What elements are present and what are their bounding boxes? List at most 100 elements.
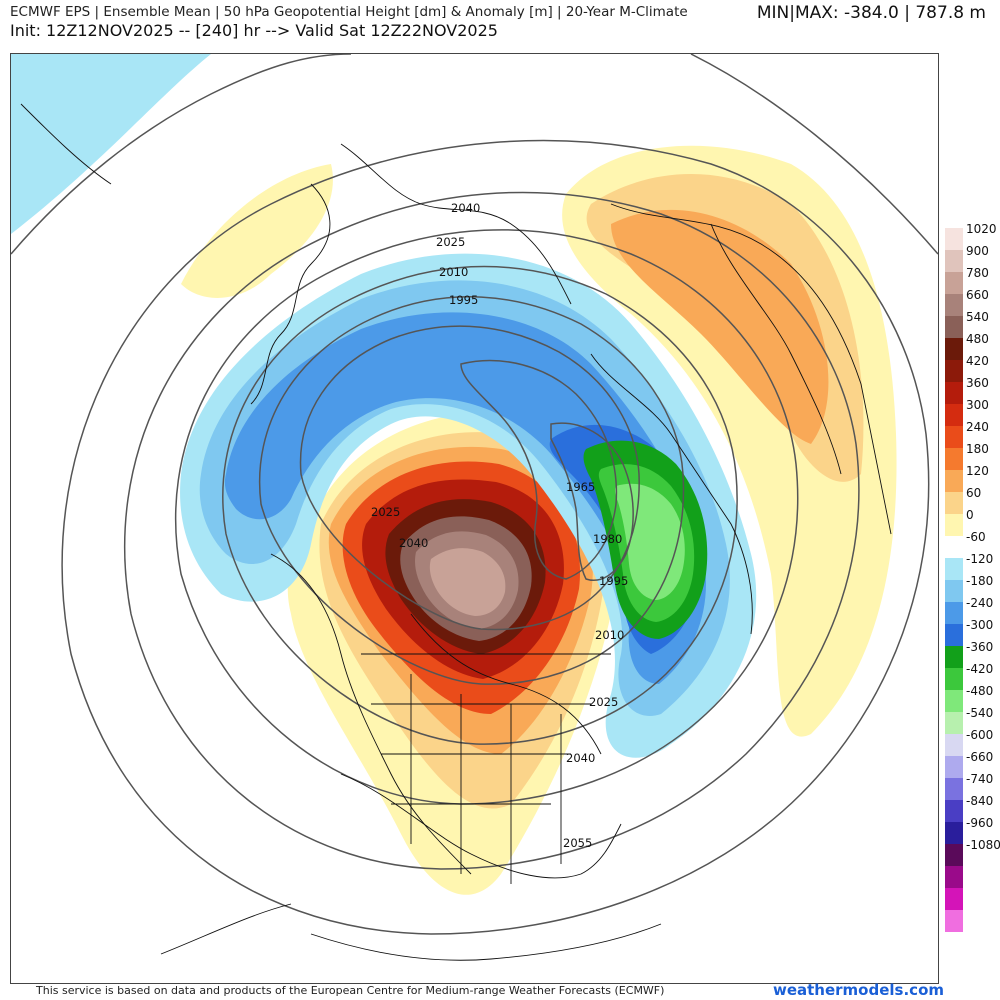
contour-label-2040c: 2040 bbox=[399, 536, 428, 550]
legend-step: -600 bbox=[945, 728, 1000, 756]
legend-label: 1020 bbox=[966, 222, 997, 236]
legend-swatch bbox=[945, 360, 963, 382]
legend-step: 420 bbox=[945, 354, 1000, 382]
legend-step: -1080 bbox=[945, 838, 1000, 866]
legend-step: -120 bbox=[945, 552, 1000, 580]
legend-label: 360 bbox=[966, 376, 989, 390]
legend-step: -480 bbox=[945, 684, 1000, 712]
legend-label: -60 bbox=[966, 530, 986, 544]
legend-swatch bbox=[945, 448, 963, 470]
map-panel: 2040 2025 2010 1995 1965 1980 1995 2010 … bbox=[10, 53, 939, 984]
legend-step: -540 bbox=[945, 706, 1000, 734]
color-legend: 1020 900 780 660 540 480 420 360 300 240 180 120 60 0… bbox=[945, 222, 1000, 932]
legend-step: -240 bbox=[945, 596, 1000, 624]
legend-swatch bbox=[945, 580, 963, 602]
brand-link[interactable]: weathermodels.com bbox=[772, 981, 944, 999]
init-valid-time: Init: 12Z12NOV2025 -- [240] hr --> Valid… bbox=[10, 21, 498, 40]
contour-label-2025c: 2025 bbox=[371, 505, 400, 519]
attribution: This service is based on data and produc… bbox=[36, 984, 665, 997]
legend-step: 900 bbox=[945, 244, 1000, 272]
contour-label-2040b: 2040 bbox=[566, 751, 595, 765]
legend-label: 420 bbox=[966, 354, 989, 368]
legend-swatch bbox=[945, 250, 963, 272]
legend-swatch bbox=[945, 624, 963, 646]
legend-step: -840 bbox=[945, 794, 1000, 822]
legend-label: 660 bbox=[966, 288, 989, 302]
anomaly-pos-canada-780 bbox=[429, 548, 506, 616]
legend-step: 120 bbox=[945, 464, 1000, 492]
legend-label: -120 bbox=[966, 552, 994, 566]
legend-step: 780 bbox=[945, 266, 1000, 294]
legend-step: 1020 bbox=[945, 222, 1000, 250]
contour-label-1995b: 1995 bbox=[599, 574, 628, 588]
legend-step: -300 bbox=[945, 618, 1000, 646]
legend-label: 900 bbox=[966, 244, 989, 258]
legend-step: 60 bbox=[945, 486, 1000, 514]
legend-swatch bbox=[945, 646, 963, 668]
legend-swatch bbox=[945, 426, 963, 448]
legend-label: -540 bbox=[966, 706, 994, 720]
legend-label: -600 bbox=[966, 728, 994, 742]
legend-swatch bbox=[945, 228, 963, 250]
legend-swatch bbox=[945, 690, 963, 712]
anomaly-pos-arctic bbox=[181, 164, 333, 298]
legend-swatch bbox=[945, 514, 963, 536]
contour-label-2055: 2055 bbox=[563, 836, 592, 850]
legend-step: 660 bbox=[945, 288, 1000, 316]
legend-step: 360 bbox=[945, 376, 1000, 404]
header: ECMWF EPS | Ensemble Mean | 50 hPa Geopo… bbox=[10, 4, 688, 40]
legend-swatch bbox=[945, 888, 963, 910]
legend-step bbox=[945, 910, 1000, 932]
anomaly-neg-topleft bbox=[11, 54, 211, 234]
legend-swatch bbox=[945, 470, 963, 492]
legend-swatch bbox=[945, 800, 963, 822]
legend-label: 300 bbox=[966, 398, 989, 412]
legend-swatch bbox=[945, 294, 963, 316]
legend-label: 540 bbox=[966, 310, 989, 324]
legend-label: -840 bbox=[966, 794, 994, 808]
legend-swatch bbox=[945, 404, 963, 426]
legend-step: -660 bbox=[945, 750, 1000, 778]
legend-step: -60 bbox=[945, 530, 1000, 558]
height-contours bbox=[11, 54, 938, 935]
contour-label-1965: 1965 bbox=[566, 480, 595, 494]
legend-swatch bbox=[945, 558, 963, 580]
legend-step bbox=[945, 866, 1000, 888]
legend-label: -300 bbox=[966, 618, 994, 632]
legend-swatch bbox=[945, 778, 963, 800]
legend-step: 480 bbox=[945, 332, 1000, 360]
legend-label: -1080 bbox=[966, 838, 1000, 852]
legend-step: 240 bbox=[945, 420, 1000, 448]
legend-label: 180 bbox=[966, 442, 989, 456]
legend-swatch bbox=[945, 866, 963, 888]
legend-swatch bbox=[945, 844, 963, 866]
legend-step: 300 bbox=[945, 398, 1000, 426]
legend-swatch bbox=[945, 668, 963, 690]
legend-swatch bbox=[945, 756, 963, 778]
legend-swatch bbox=[945, 492, 963, 514]
legend-label: 0 bbox=[966, 508, 974, 522]
legend-label: -660 bbox=[966, 750, 994, 764]
coastlines bbox=[20, 103, 892, 961]
legend-label: -420 bbox=[966, 662, 994, 676]
legend-swatch bbox=[945, 316, 963, 338]
legend-label: 480 bbox=[966, 332, 989, 346]
contour-label-1980: 1980 bbox=[593, 532, 622, 546]
min-max-readout: MIN|MAX: -384.0 | 787.8 m bbox=[756, 3, 986, 23]
contour-label-2010: 2010 bbox=[439, 265, 468, 279]
contour-label-2025b: 2025 bbox=[589, 695, 618, 709]
legend-label: -960 bbox=[966, 816, 994, 830]
legend-swatch bbox=[945, 822, 963, 844]
contour-label-2025: 2025 bbox=[436, 235, 465, 249]
legend-swatch bbox=[945, 338, 963, 360]
legend-label: 240 bbox=[966, 420, 989, 434]
contour-labels: 2040 2025 2010 1995 1965 1980 1995 2010 … bbox=[371, 201, 628, 850]
legend-swatch bbox=[945, 382, 963, 404]
polar-map: 2040 2025 2010 1995 1965 1980 1995 2010 … bbox=[11, 54, 938, 961]
contour-label-2010b: 2010 bbox=[595, 628, 624, 642]
legend-label: 780 bbox=[966, 266, 989, 280]
legend-step: 0 bbox=[945, 508, 1000, 536]
legend-swatch bbox=[945, 602, 963, 624]
legend-label: 120 bbox=[966, 464, 989, 478]
legend-step: -420 bbox=[945, 662, 1000, 690]
